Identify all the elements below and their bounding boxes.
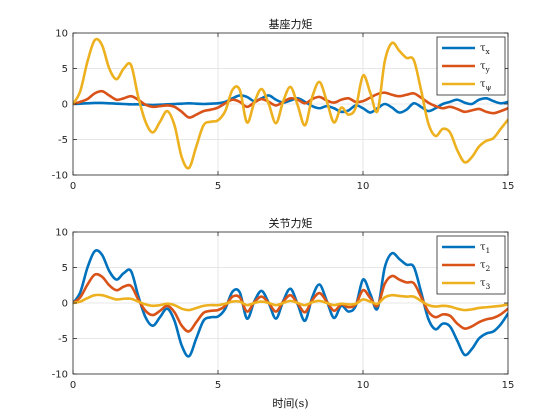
legend-label: τ1 <box>480 242 490 255</box>
legend-label: τy <box>480 61 491 74</box>
legend-label: τψ <box>480 79 492 92</box>
y-tick-label: -5 <box>58 334 68 345</box>
y-tick-label: -5 <box>58 135 68 146</box>
y-tick-label: 5 <box>62 64 68 75</box>
x-tick-label: 5 <box>215 181 221 192</box>
series-line-base-torque-2 <box>73 89 508 119</box>
watermark-text: 知乎 @飞舞的哲 <box>457 392 552 408</box>
series-line-base-torque-3 <box>73 37 508 170</box>
series-line-joint-torque-3 <box>73 293 508 312</box>
x-tick-label: 15 <box>502 380 515 391</box>
y-tick-label: -10 <box>52 370 68 381</box>
series-group <box>73 249 508 358</box>
series-group <box>73 37 508 170</box>
series-line-joint-torque-1 <box>73 249 508 358</box>
legend-label: τx <box>480 43 491 56</box>
y-tick-label: 0 <box>62 100 68 111</box>
legend-label: τ2 <box>480 260 491 273</box>
y-tick-label: 10 <box>55 29 68 40</box>
legend-label: τ3 <box>480 278 491 291</box>
x-tick-label: 15 <box>502 181 515 192</box>
y-tick-label: 10 <box>55 228 68 239</box>
series-line-joint-torque-2 <box>73 272 508 333</box>
x-tick-label: 0 <box>70 181 76 192</box>
x-tick-label: 0 <box>70 380 76 391</box>
chart-title: 基座力矩 <box>269 17 313 31</box>
x-axis-label: 时间(s) <box>272 397 308 410</box>
y-tick-label: 0 <box>62 299 68 310</box>
x-tick-label: 5 <box>215 380 221 391</box>
y-tick-label: 5 <box>62 263 68 274</box>
y-tick-label: -10 <box>52 171 68 182</box>
legend: τ1 τ2 τ3 <box>436 235 506 295</box>
legend: τx τy τψ <box>436 36 506 96</box>
chart-title: 关节力矩 <box>269 216 313 230</box>
x-tick-label: 10 <box>357 181 370 192</box>
x-tick-label: 10 <box>357 380 370 391</box>
axes-base-torque: 0 5 10 15 -10 -5 0 5 10 基座力矩 τx τy τψ <box>52 17 515 192</box>
watermark: 知乎 @飞舞的哲 <box>457 392 552 408</box>
